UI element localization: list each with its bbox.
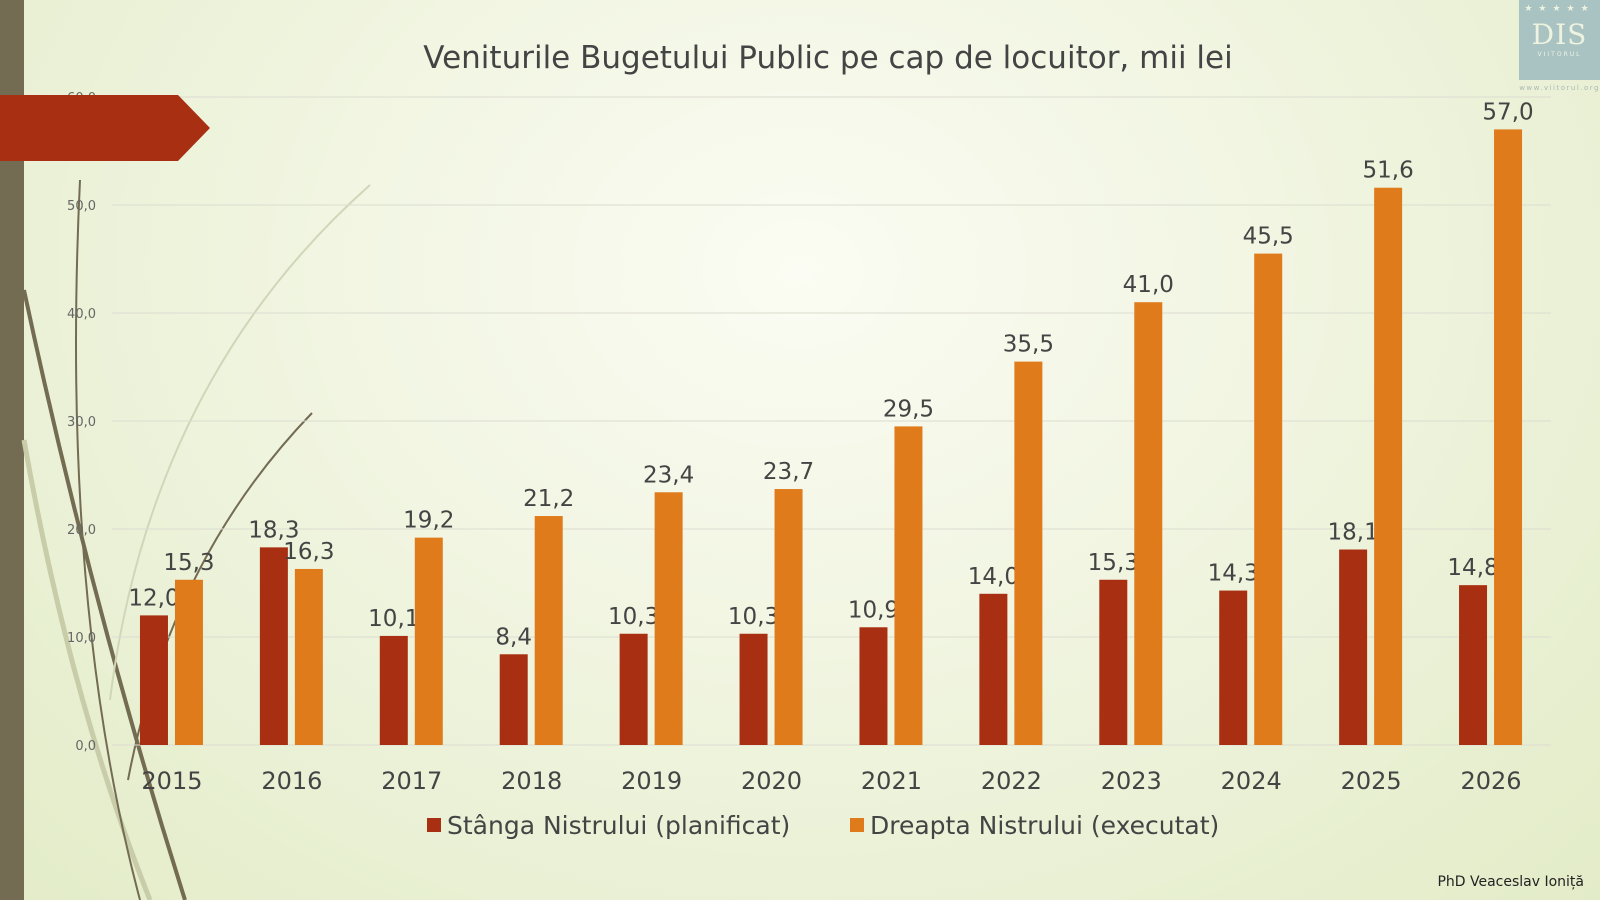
logo: ★★★★★ DIS VIITORUL xyxy=(1519,0,1600,80)
bar-dreapta xyxy=(414,537,443,745)
data-label: 57,0 xyxy=(1482,99,1533,125)
decor-curve xyxy=(75,179,141,900)
bar-dreapta xyxy=(1134,302,1163,745)
data-label: 23,7 xyxy=(763,459,814,485)
x-tick-label: 2019 xyxy=(621,767,682,795)
y-tick-label: 0,0 xyxy=(75,739,96,754)
bar-dreapta xyxy=(534,516,563,745)
x-tick-label: 2020 xyxy=(741,767,802,795)
data-label: 14,8 xyxy=(1447,555,1498,581)
data-label: 10,3 xyxy=(608,604,659,630)
x-tick-label: 2024 xyxy=(1221,767,1282,795)
bar-stanga xyxy=(1459,585,1488,745)
y-tick-label: 40,0 xyxy=(67,307,96,322)
decor-curve xyxy=(21,439,153,900)
y-tick-label: 10,0 xyxy=(67,631,96,646)
x-tick-label: 2021 xyxy=(861,767,922,795)
logo-subtext: VIITORUL xyxy=(1537,51,1582,58)
decor-curve xyxy=(109,184,371,701)
data-label: 19,2 xyxy=(403,508,454,534)
bar-stanga xyxy=(739,633,768,745)
chart-title: Veniturile Bugetului Public pe cap de lo… xyxy=(423,40,1232,76)
x-tick-label: 2015 xyxy=(141,767,202,795)
bar-dreapta xyxy=(174,579,203,745)
data-label: 15,3 xyxy=(163,550,214,576)
stars-icon: ★★★★★ xyxy=(1524,4,1595,14)
bar-stanga xyxy=(379,635,408,745)
data-label: 21,2 xyxy=(523,486,574,512)
data-label: 18,3 xyxy=(248,517,299,543)
bar-dreapta xyxy=(294,568,323,745)
legend-label: Stânga Nistrului (planificat) xyxy=(447,811,790,840)
logo-url: www.viitorul.org xyxy=(1519,84,1600,92)
y-tick-label: 30,0 xyxy=(67,415,96,430)
bar-dreapta xyxy=(1254,253,1283,745)
data-label: 10,9 xyxy=(848,597,899,623)
x-tick-label: 2026 xyxy=(1461,767,1522,795)
bar-stanga xyxy=(499,654,528,745)
data-label: 16,3 xyxy=(283,539,334,565)
legend-swatch xyxy=(850,818,864,832)
data-label: 35,5 xyxy=(1003,332,1054,358)
decor-banner-arrow xyxy=(0,95,210,161)
x-tick-label: 2023 xyxy=(1101,767,1162,795)
decor-curve xyxy=(22,289,187,900)
bar-dreapta xyxy=(654,492,683,745)
data-label: 51,6 xyxy=(1363,158,1414,184)
data-label: 10,1 xyxy=(368,606,419,632)
data-label: 14,3 xyxy=(1208,561,1259,587)
bar-dreapta xyxy=(1374,187,1403,746)
x-tick-label: 2017 xyxy=(381,767,442,795)
bar-dreapta xyxy=(774,489,803,745)
bar-stanga xyxy=(1219,590,1248,745)
data-label: 15,3 xyxy=(1088,550,1139,576)
legend-label: Dreapta Nistrului (executat) xyxy=(870,811,1219,840)
data-label: 14,0 xyxy=(968,564,1019,590)
legend-swatch xyxy=(427,818,441,832)
data-label: 18,1 xyxy=(1328,520,1379,546)
data-label: 23,4 xyxy=(643,462,694,488)
bar-dreapta xyxy=(1494,129,1523,745)
x-tick-label: 2022 xyxy=(981,767,1042,795)
x-tick-label: 2025 xyxy=(1341,767,1402,795)
data-label: 45,5 xyxy=(1243,224,1294,250)
logo-text: DIS xyxy=(1531,18,1588,51)
y-tick-label: 20,0 xyxy=(67,523,96,538)
data-label: 29,5 xyxy=(883,396,934,422)
bar-stanga xyxy=(259,547,288,745)
bar-stanga xyxy=(979,593,1008,745)
data-label: 12,0 xyxy=(128,585,179,611)
bar-stanga xyxy=(1099,579,1128,745)
bar-stanga xyxy=(619,633,648,745)
data-label: 41,0 xyxy=(1123,272,1174,298)
bar-stanga xyxy=(139,615,168,745)
bar-stanga xyxy=(1339,549,1368,745)
bar-dreapta xyxy=(894,426,923,745)
y-tick-label: 50,0 xyxy=(67,199,96,214)
data-label: 10,3 xyxy=(728,604,779,630)
author-credit: PhD Veaceslav Ioniță xyxy=(1437,874,1584,890)
x-tick-label: 2018 xyxy=(501,767,562,795)
x-tick-label: 2016 xyxy=(261,767,322,795)
bar-stanga xyxy=(859,627,888,745)
data-label: 8,4 xyxy=(495,624,532,650)
bar-dreapta xyxy=(1014,361,1043,745)
